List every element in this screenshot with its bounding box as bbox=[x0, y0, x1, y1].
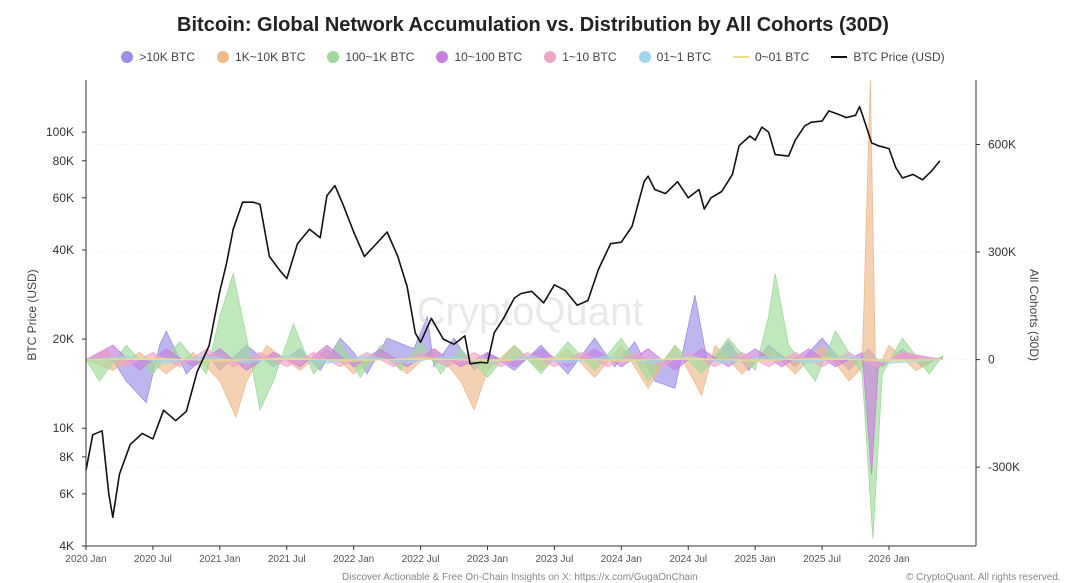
legend-label: 1K~10K BTC bbox=[235, 50, 306, 64]
y-left-tick-label: 10K bbox=[53, 421, 74, 435]
legend-item[interactable]: >10K BTC bbox=[121, 50, 195, 64]
legend: >10K BTC 1K~10K BTC 100~1K BTC 10~100 BTC 1~… bbox=[0, 50, 1066, 64]
y-right-tick-label: 300K bbox=[988, 245, 1016, 259]
y-left-tick-label: 6K bbox=[59, 487, 74, 501]
footer-copyright: © CryptoQuant. All rights reserved. bbox=[906, 572, 1061, 583]
y-left-tick-label: 40K bbox=[53, 243, 74, 257]
legend-label: 0~01 BTC bbox=[754, 50, 810, 64]
y-left-tick-label: 80K bbox=[53, 154, 74, 168]
legend-label: 1~10 BTC bbox=[562, 50, 617, 64]
legend-swatch bbox=[436, 51, 449, 63]
y-left-tick-label: 60K bbox=[53, 191, 74, 205]
y-left-tick-label: 20K bbox=[53, 332, 74, 346]
x-tick-label: 2020 Jul bbox=[134, 554, 172, 565]
legend-item[interactable]: BTC Price (USD) bbox=[831, 50, 945, 64]
legend-item[interactable]: 0~01 BTC bbox=[732, 50, 810, 64]
legend-label: 100~1K BTC bbox=[345, 50, 415, 64]
y-right-tick-label: -300K bbox=[988, 460, 1020, 474]
x-tick-label: 2021 Jul bbox=[268, 554, 306, 565]
x-tick-label: 2022 Jul bbox=[402, 554, 440, 565]
y-right-tick-label: 0 bbox=[988, 353, 995, 367]
legend-item[interactable]: 1K~10K BTC bbox=[217, 50, 305, 64]
legend-item[interactable]: 10~100 BTC bbox=[436, 50, 522, 64]
legend-label: BTC Price (USD) bbox=[853, 50, 945, 64]
cohort-areas bbox=[85, 79, 943, 539]
watermark: CryptoQuant bbox=[417, 290, 644, 334]
x-tick-label: 2024 Jan bbox=[601, 554, 642, 565]
price-line bbox=[85, 105, 941, 519]
legend-swatch bbox=[638, 51, 651, 63]
y-left-tick-label: 100K bbox=[46, 125, 74, 139]
axes bbox=[85, 80, 977, 547]
x-tick-label: 2023 Jul bbox=[536, 554, 574, 565]
legend-label: 01~1 BTC bbox=[656, 50, 711, 64]
y-right-tick-label: 600K bbox=[988, 138, 1016, 152]
cohort-area bbox=[85, 357, 943, 362]
x-tick-label: 2022 Jan bbox=[333, 554, 374, 565]
x-tick-label: 2025 Jan bbox=[735, 554, 776, 565]
footer-cta: Discover Actionable & Free On-Chain Insi… bbox=[342, 572, 698, 583]
ticks: 4K 6K 8K 10K 20K 40K 60K 80K 100K 600K 300K 0 -300K 2… bbox=[46, 125, 1020, 565]
legend-swatch bbox=[831, 56, 848, 58]
x-tick-label: 2025 Jul bbox=[803, 554, 841, 565]
x-tick-label: 2020 Jan bbox=[65, 554, 106, 565]
legend-item[interactable]: 1~10 BTC bbox=[544, 50, 617, 64]
x-tick-label: 2026 Jan bbox=[868, 554, 909, 565]
chart-canvas: CryptoQuant 4K 6K 8K 10K 20K 40K 60K 80K 100K 600… bbox=[25, 79, 1041, 565]
legend-swatch bbox=[121, 51, 134, 63]
legend-swatch bbox=[217, 51, 230, 63]
legend-label: >10K BTC bbox=[139, 50, 196, 64]
y-left-tick-label: 8K bbox=[59, 450, 74, 464]
legend-swatch bbox=[544, 51, 557, 63]
legend-item[interactable]: 01~1 BTC bbox=[638, 50, 711, 64]
legend-swatch bbox=[327, 51, 340, 63]
chart-title: Bitcoin: Global Network Accumulation vs.… bbox=[177, 14, 889, 36]
y-right-label: All Cohorts (30D) bbox=[1027, 269, 1041, 361]
legend-label: 10~100 BTC bbox=[454, 50, 523, 64]
y-left-label: BTC Price (USD) bbox=[25, 269, 39, 360]
y-left-tick-label: 4K bbox=[59, 539, 74, 553]
legend-swatch bbox=[732, 56, 749, 58]
x-tick-label: 2024 Jul bbox=[669, 554, 707, 565]
btc-price-line bbox=[85, 105, 941, 519]
x-tick-label: 2021 Jan bbox=[199, 554, 240, 565]
legend-item[interactable]: 100~1K BTC bbox=[327, 50, 414, 64]
x-tick-label: 2023 Jan bbox=[467, 554, 508, 565]
